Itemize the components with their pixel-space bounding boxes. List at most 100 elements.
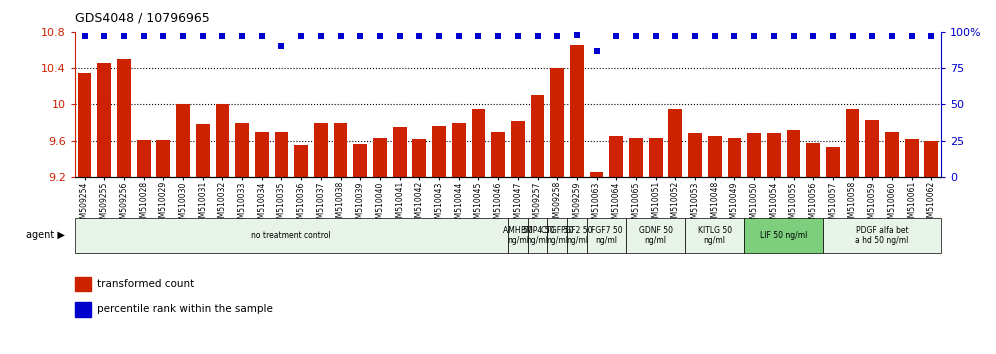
Point — [647, 33, 663, 39]
Text: PDGF alfa bet
a hd 50 ng/ml: PDGF alfa bet a hd 50 ng/ml — [856, 226, 908, 245]
Bar — [275, 132, 289, 177]
Bar — [787, 130, 801, 177]
Bar — [727, 138, 741, 177]
Point — [313, 33, 329, 39]
Bar — [629, 138, 642, 177]
Bar — [511, 121, 525, 177]
Bar — [235, 122, 249, 177]
Bar — [570, 45, 584, 177]
Bar — [807, 143, 820, 177]
Bar — [432, 126, 446, 177]
Bar — [610, 136, 623, 177]
Text: percentile rank within the sample: percentile rank within the sample — [97, 304, 273, 314]
Point — [470, 33, 486, 39]
Bar — [294, 145, 308, 177]
Point — [97, 33, 113, 39]
Bar — [668, 109, 682, 177]
Bar — [374, 138, 386, 177]
Bar — [747, 133, 761, 177]
Bar — [826, 147, 840, 177]
Text: AMH 50
ng/ml: AMH 50 ng/ml — [503, 226, 533, 245]
Point — [569, 32, 585, 38]
Bar — [255, 132, 269, 177]
Bar — [314, 122, 328, 177]
Text: KITLG 50
ng/ml: KITLG 50 ng/ml — [697, 226, 732, 245]
Point — [411, 33, 427, 39]
Point — [510, 33, 526, 39]
Bar — [590, 172, 604, 177]
Point — [293, 33, 309, 39]
Point — [353, 33, 369, 39]
Text: no treatment control: no treatment control — [251, 231, 332, 240]
Point — [667, 33, 683, 39]
Text: FGF2 50
ng/ml: FGF2 50 ng/ml — [561, 226, 593, 245]
Bar — [392, 127, 406, 177]
Bar — [904, 139, 918, 177]
Point — [903, 33, 919, 39]
Point — [77, 33, 93, 39]
Bar — [215, 103, 229, 177]
Bar — [767, 133, 781, 177]
Bar — [75, 218, 508, 253]
Text: CTGF 50
ng/ml: CTGF 50 ng/ml — [541, 226, 574, 245]
Bar — [548, 218, 567, 253]
Point — [766, 33, 782, 39]
Bar — [491, 132, 505, 177]
Bar — [98, 63, 112, 177]
Point — [195, 33, 211, 39]
Text: LIF 50 ng/ml: LIF 50 ng/ml — [760, 231, 808, 240]
Point — [274, 44, 290, 49]
Bar — [688, 133, 702, 177]
Point — [214, 33, 230, 39]
Point — [431, 33, 447, 39]
Bar — [846, 109, 860, 177]
Bar — [176, 104, 190, 177]
Text: GDS4048 / 10796965: GDS4048 / 10796965 — [75, 12, 209, 25]
Point — [609, 33, 624, 39]
Bar — [924, 141, 938, 177]
Point — [155, 33, 171, 39]
Bar — [648, 138, 662, 177]
Bar — [551, 68, 564, 177]
Point — [923, 33, 939, 39]
Point — [254, 33, 270, 39]
Point — [884, 33, 900, 39]
Text: BMP4 50
ng/ml: BMP4 50 ng/ml — [521, 226, 554, 245]
Bar — [78, 73, 92, 177]
Point — [589, 48, 605, 53]
Point — [549, 33, 565, 39]
Bar — [136, 140, 150, 177]
Bar — [528, 218, 548, 253]
Text: agent ▶: agent ▶ — [26, 230, 65, 240]
Bar — [708, 136, 722, 177]
Bar — [626, 218, 685, 253]
Bar — [156, 140, 170, 177]
Bar — [531, 95, 545, 177]
Point — [391, 33, 407, 39]
Bar — [75, 302, 91, 317]
Bar — [885, 132, 898, 177]
Bar — [587, 218, 626, 253]
Point — [805, 33, 821, 39]
Text: transformed count: transformed count — [97, 279, 194, 289]
Bar — [823, 218, 941, 253]
Point — [372, 33, 387, 39]
Point — [116, 33, 131, 39]
Text: GDNF 50
ng/ml: GDNF 50 ng/ml — [638, 226, 672, 245]
Point — [825, 33, 841, 39]
Text: FGF7 50
ng/ml: FGF7 50 ng/ml — [591, 226, 622, 245]
Point — [490, 33, 506, 39]
Bar — [866, 120, 879, 177]
Point — [451, 33, 467, 39]
Bar — [334, 122, 348, 177]
Bar — [118, 59, 130, 177]
Point — [726, 33, 742, 39]
Bar — [685, 218, 744, 253]
Bar — [452, 122, 465, 177]
Bar — [567, 218, 587, 253]
Point — [628, 33, 644, 39]
Point — [845, 33, 861, 39]
Point — [135, 33, 151, 39]
Point — [865, 33, 880, 39]
Point — [333, 33, 349, 39]
